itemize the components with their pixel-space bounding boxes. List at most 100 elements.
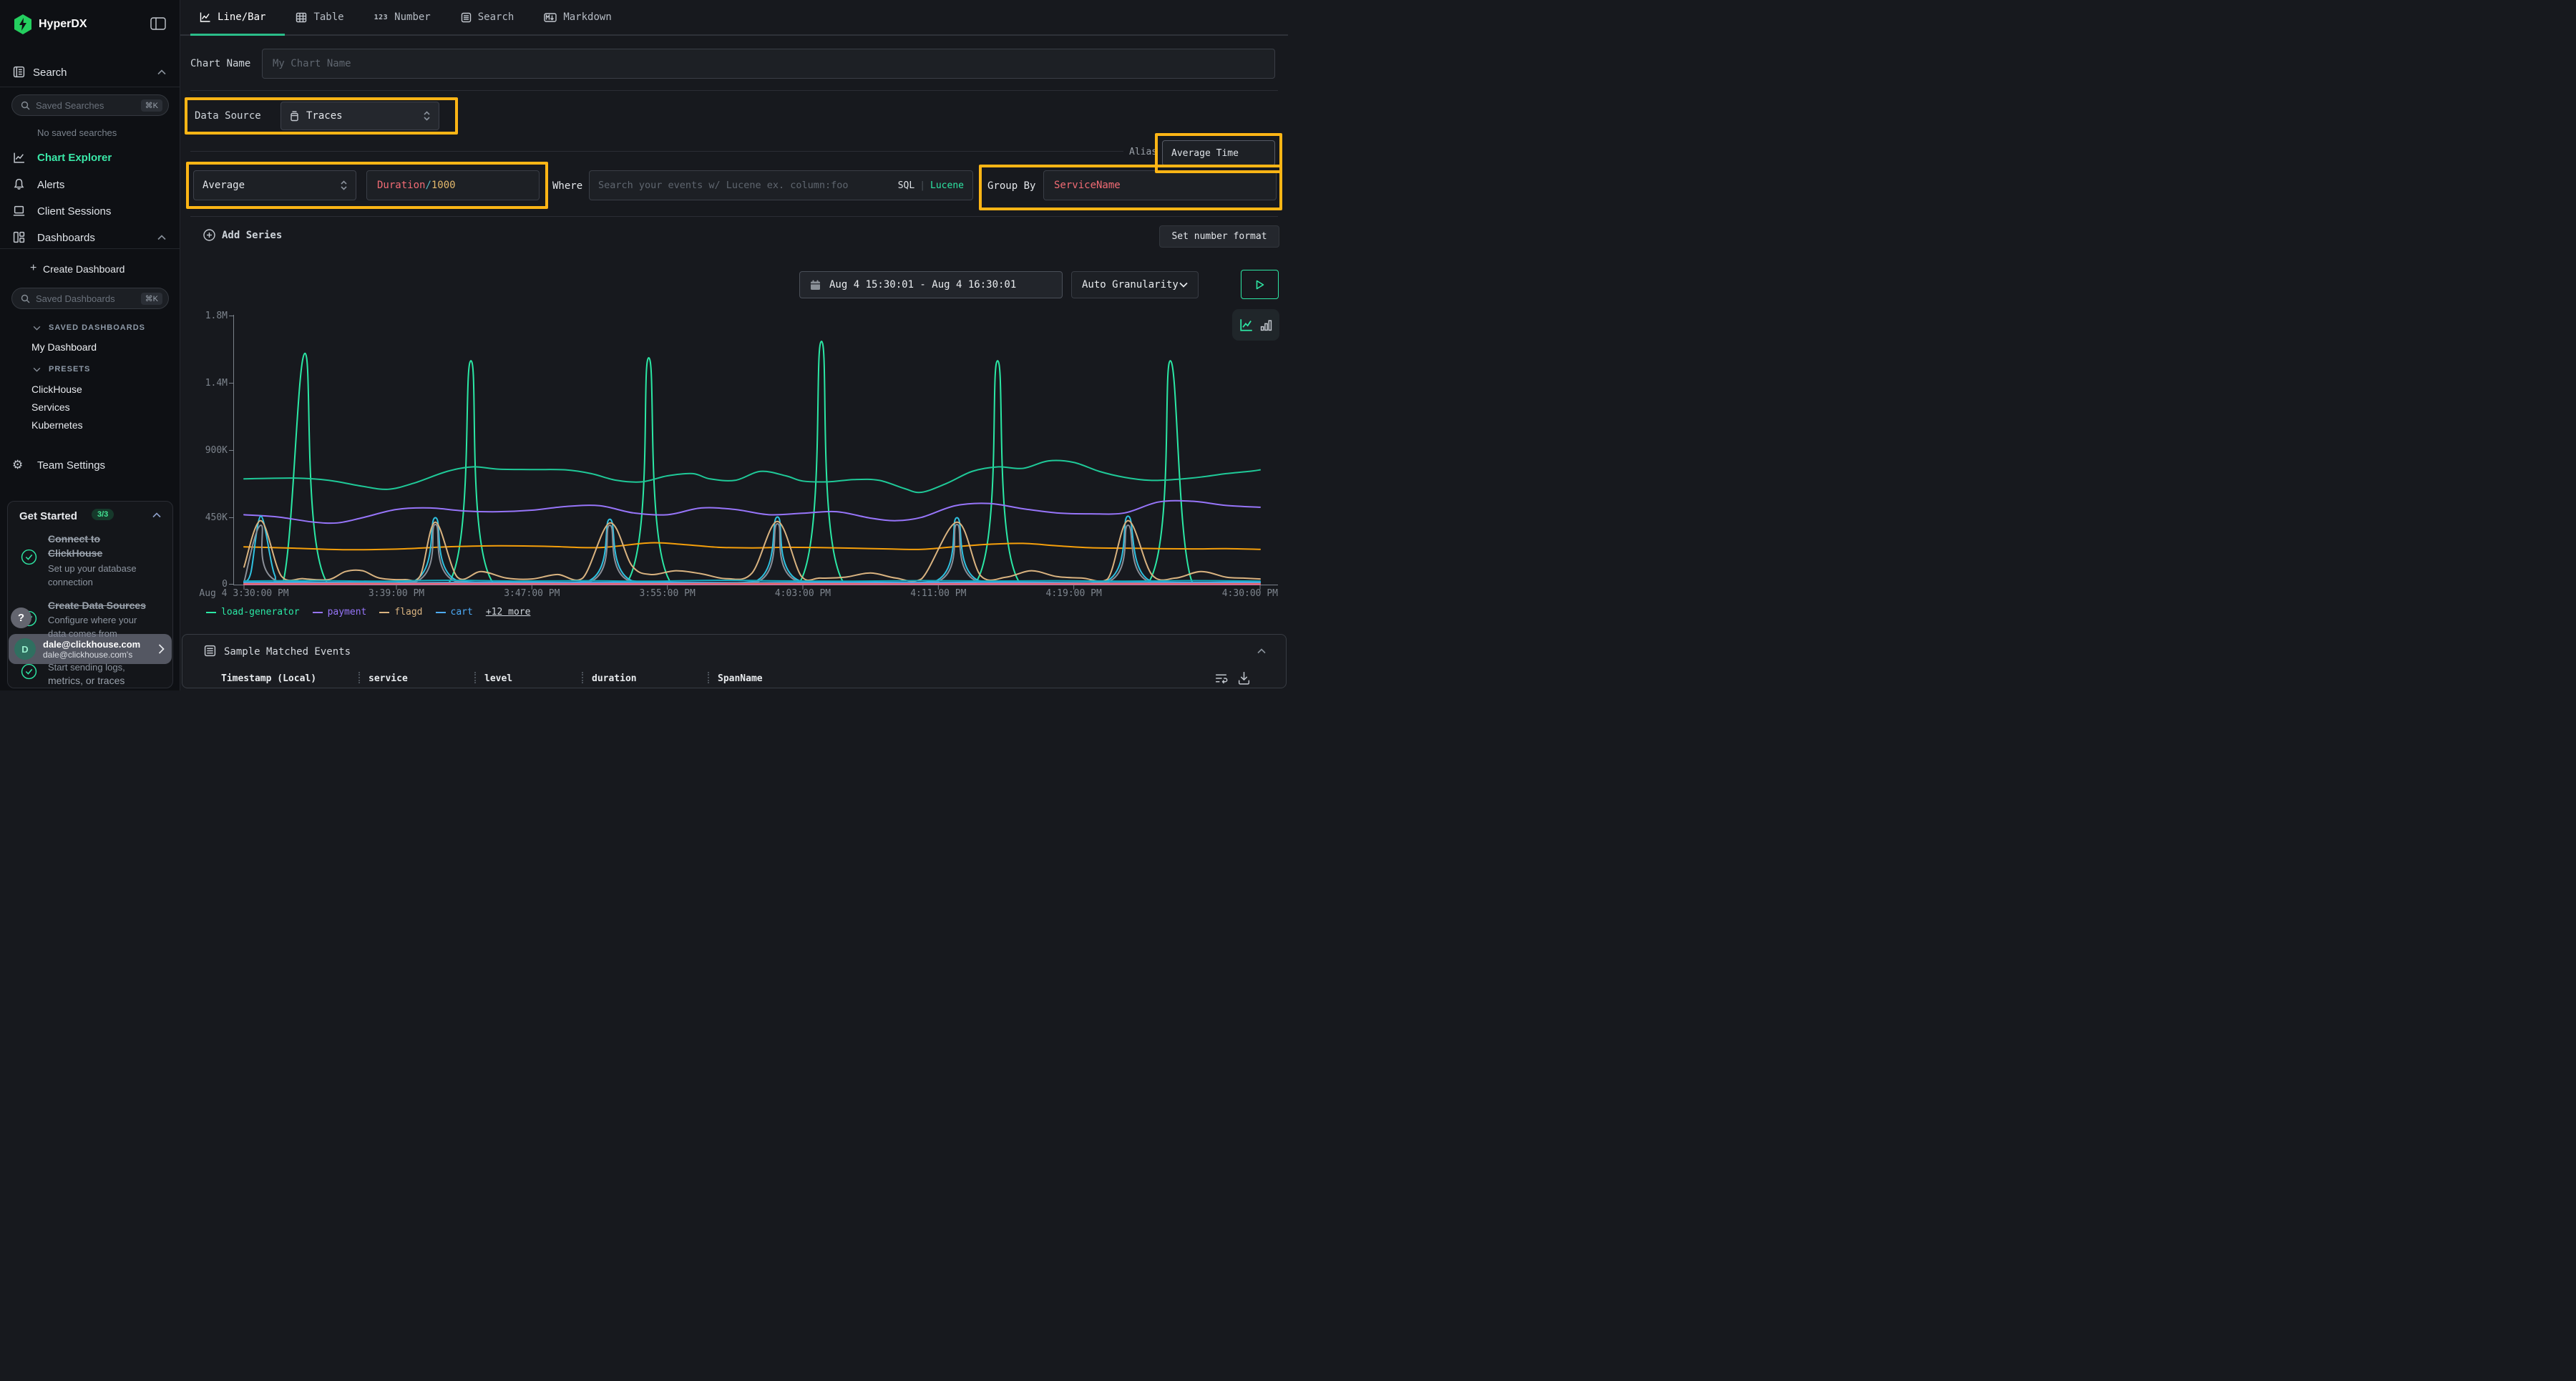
presets-group-label[interactable]: PRESETS: [49, 365, 91, 374]
sidebar-item-dashboards[interactable]: Dashboards: [37, 232, 95, 244]
alias-field[interactable]: Average Time: [1162, 140, 1275, 166]
legend-item-load-generator[interactable]: load-generator: [206, 607, 300, 618]
sql-toggle[interactable]: SQL: [897, 180, 915, 191]
get-started-item3-desc-line2: metrics, or traces: [48, 675, 125, 686]
column-header-duration[interactable]: duration: [592, 673, 637, 684]
alias-label: Alias: [1129, 147, 1158, 157]
column-resize-handle[interactable]: [582, 672, 583, 683]
get-started-item1-title[interactable]: Connect to ClickHouse: [48, 533, 103, 559]
column-header-spanname[interactable]: SpanName: [718, 673, 763, 684]
legend-item-payment[interactable]: payment: [312, 607, 366, 618]
create-dashboard-button[interactable]: Create Dashboard: [43, 263, 125, 275]
user-menu[interactable]: D dale@clickhouse.com dale@clickhouse.co…: [9, 634, 172, 664]
column-header-service[interactable]: service: [369, 673, 408, 684]
sidebar-item-clickhouse[interactable]: ClickHouse: [31, 384, 82, 395]
tab-number[interactable]: 123 Number: [374, 11, 431, 23]
lucene-toggle[interactable]: Lucene: [930, 180, 964, 191]
active-tab-underline: [190, 34, 285, 36]
add-series-button[interactable]: Add Series: [203, 229, 282, 241]
time-range-picker[interactable]: Aug 4 15:30:01 - Aug 4 16:30:01: [799, 271, 1063, 298]
download-icon[interactable]: [1237, 670, 1251, 685]
collapse-sidebar-icon[interactable]: [150, 17, 166, 30]
alerts-bell-icon: [14, 178, 24, 190]
series-line-flagd: [243, 519, 1261, 582]
time-range-value: Aug 4 15:30:01 - Aug 4 16:30:01: [829, 279, 1017, 291]
sidebar-item-alerts[interactable]: Alerts: [37, 179, 65, 191]
run-query-button[interactable]: [1241, 270, 1279, 299]
events-table-header: Timestamp (Local) service level duration Spa…: [182, 669, 1287, 688]
sidebar-item-team-settings[interactable]: Team Settings: [37, 459, 106, 472]
check-circle-icon: [21, 549, 37, 565]
chart-name-field[interactable]: [262, 49, 1275, 79]
chevron-up-icon[interactable]: [157, 235, 166, 240]
column-resize-handle[interactable]: [474, 672, 476, 683]
chevron-up-icon[interactable]: [157, 69, 166, 75]
play-icon: [1256, 280, 1264, 289]
legend-swatch: [435, 611, 446, 613]
sample-events-panel: Sample Matched Events Timestamp (Local) s…: [182, 634, 1287, 688]
chart-type-tabs: Line/Bar Table 123 Number Search Markdow…: [199, 0, 612, 34]
x-tick-label: 4:30:00 PM: [1221, 588, 1278, 599]
legend-more-link[interactable]: +12 more: [485, 607, 531, 618]
chart-display-toggle: [1232, 309, 1279, 341]
tab-label: Search: [477, 11, 514, 23]
tab-label: Table: [313, 11, 344, 23]
chart-name-input[interactable]: [273, 58, 1264, 69]
legend-item-flagd[interactable]: flagd: [379, 607, 423, 618]
legend-swatch: [379, 611, 390, 613]
chevron-up-icon[interactable]: [152, 512, 161, 518]
expression-field[interactable]: Duration/1000: [366, 170, 540, 200]
set-number-format-button[interactable]: Set number format: [1159, 225, 1279, 248]
column-resize-handle[interactable]: [708, 672, 709, 683]
sidebar-item-search[interactable]: Search: [33, 67, 67, 79]
sidebar-item-client-sessions[interactable]: Client Sessions: [37, 205, 112, 218]
saved-searches-input[interactable]: Saved Searches ⌘K: [11, 94, 169, 116]
x-tick-label: 3:47:00 PM: [504, 588, 560, 599]
chevron-down-icon[interactable]: [33, 367, 41, 372]
chevron-up-icon[interactable]: [1257, 648, 1266, 654]
saved-dashboards-input[interactable]: Saved Dashboards ⌘K: [11, 288, 169, 309]
sidebar-item-chart-explorer[interactable]: Chart Explorer: [37, 152, 112, 164]
y-tick-label: 900K: [205, 444, 228, 456]
saved-dashboards-group-label[interactable]: SAVED DASHBOARDS: [49, 323, 145, 332]
client-sessions-icon: [13, 205, 25, 216]
tab-markdown[interactable]: Markdown: [544, 11, 612, 23]
group-by-field[interactable]: ServiceName: [1043, 170, 1277, 200]
tab-search[interactable]: Search: [461, 11, 514, 23]
y-tick-label: 1.8M: [205, 310, 228, 321]
line-chart-toggle-icon[interactable]: [1239, 318, 1254, 332]
aggregation-value: Average: [203, 180, 245, 191]
x-tick-label: 4:11:00 PM: [910, 588, 967, 599]
plus-icon: +: [30, 262, 37, 274]
column-header-level[interactable]: level: [484, 673, 513, 684]
set-number-format-label: Set number format: [1171, 231, 1267, 242]
granularity-select[interactable]: Auto Granularity: [1071, 271, 1199, 298]
app-title: HyperDX: [39, 18, 87, 30]
where-field[interactable]: SQL | Lucene: [589, 170, 973, 200]
data-source-value: Traces: [306, 110, 343, 122]
wrap-lines-icon[interactable]: [1214, 672, 1228, 685]
bar-chart-toggle-icon[interactable]: [1260, 319, 1272, 331]
column-header-timestamp-local-[interactable]: Timestamp (Local): [221, 673, 317, 684]
sidebar-item-kubernetes[interactable]: Kubernetes: [31, 419, 83, 431]
sidebar-item-my-dashboard[interactable]: My Dashboard: [31, 341, 97, 353]
where-input[interactable]: [598, 180, 892, 191]
column-resize-handle[interactable]: [358, 672, 360, 683]
tab-table[interactable]: Table: [296, 11, 344, 23]
legend-label: load-generator: [221, 607, 300, 618]
user-email: dale@clickhouse.com: [43, 638, 141, 650]
help-button[interactable]: ?: [11, 607, 31, 628]
aggregation-select[interactable]: Average: [193, 170, 356, 200]
avatar: D: [14, 638, 36, 660]
series-line-unnamed: [243, 522, 1261, 585]
timeseries-chart[interactable]: [229, 312, 1278, 590]
chevron-down-icon[interactable]: [33, 326, 41, 331]
chart-explorer-icon: [14, 152, 24, 163]
group-by-label: Group By: [987, 180, 1036, 192]
data-source-select[interactable]: Traces: [280, 102, 439, 130]
legend-item-cart[interactable]: cart: [435, 607, 473, 618]
expression-value: 1000: [431, 180, 456, 191]
sidebar-item-services[interactable]: Services: [31, 401, 70, 413]
get-started-item2-title[interactable]: Create Data Sources: [48, 600, 146, 611]
tab-line-bar[interactable]: Line/Bar: [199, 11, 265, 23]
